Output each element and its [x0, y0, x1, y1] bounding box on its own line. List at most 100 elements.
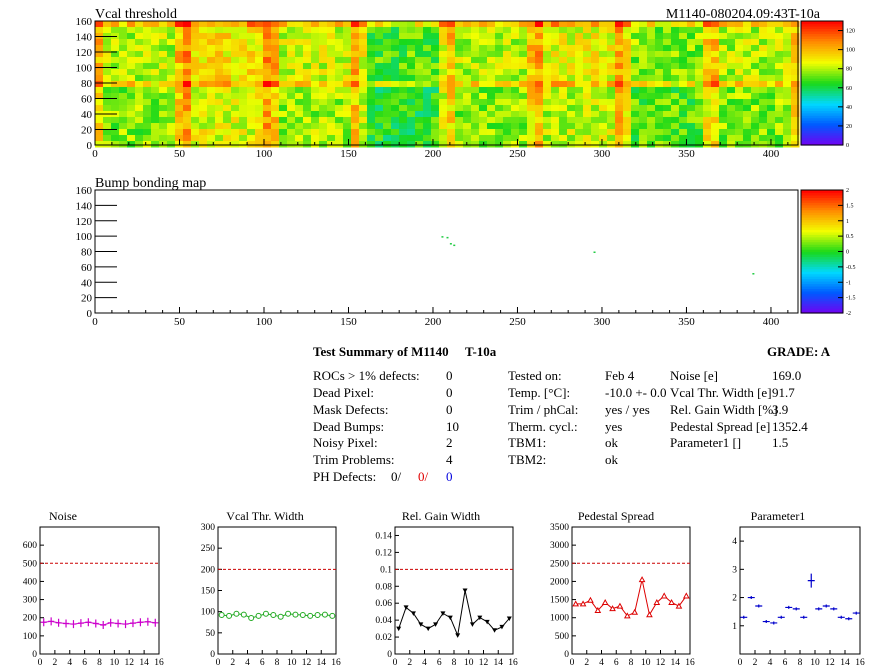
heatmap-cell [791, 117, 800, 124]
heatmap-cell [303, 87, 312, 94]
data-point [815, 607, 823, 611]
heatmap-cell [327, 51, 336, 58]
heatmap-cell [767, 105, 776, 112]
chart-frame [394, 526, 514, 655]
heatmap-cell [319, 63, 328, 70]
data-point [277, 613, 284, 620]
heatmap-cell [135, 69, 144, 76]
heatmap-cell [463, 45, 472, 52]
y-tick-label: 1 [732, 622, 737, 632]
heatmap-cell [455, 123, 464, 130]
heatmap-cell [199, 81, 208, 88]
heatmap-cell [151, 39, 160, 46]
heatmap-cell [271, 105, 280, 112]
heatmap-cell [743, 105, 752, 112]
summary-value: yes / yes [605, 402, 650, 417]
heatmap-cell [319, 135, 328, 142]
y-tick-label: 200 [23, 614, 38, 624]
heatmap-cell [439, 81, 448, 88]
heatmap-cell [575, 111, 584, 118]
heatmap-cell [759, 39, 768, 46]
bump-defect-mark [593, 251, 596, 253]
heatmap-cell [151, 57, 160, 64]
heatmap-cell [223, 105, 232, 112]
heatmap-cell [167, 117, 176, 124]
bump-bonding-map: Bump bonding map 0 50 100 150 200 250 300 350 40… [76, 176, 856, 328]
heatmap-cell [783, 45, 792, 52]
summary-value: -10.0 +- 0.0 [605, 385, 667, 400]
summary-label: Dead Pixel: [313, 385, 375, 400]
heatmap-cell [743, 69, 752, 76]
heatmap-cell [263, 81, 272, 88]
heatmap-cell [751, 135, 760, 142]
heatmap-cell [143, 93, 152, 100]
heatmap-cell [647, 63, 656, 70]
heatmap-cell [295, 45, 304, 52]
heatmap-cell [359, 33, 368, 40]
y-tick-label: 1000 [550, 614, 569, 624]
heatmap-cell [415, 69, 424, 76]
heatmap-cell [375, 81, 384, 88]
heatmap-cell [519, 45, 528, 52]
heatmap-cell [567, 75, 576, 82]
heatmap-cell [791, 105, 800, 112]
heatmap-cell [199, 21, 208, 28]
summary-label: TBM1: [508, 435, 547, 450]
heatmap-cell [223, 57, 232, 64]
heatmap-cell [471, 141, 480, 148]
heatmap-cell [479, 45, 488, 52]
heatmap-cell [759, 111, 768, 118]
heatmap-cell [263, 21, 272, 28]
heatmap-cell [719, 99, 728, 106]
heatmap-cell [671, 21, 680, 28]
heatmap-cell [567, 105, 576, 112]
heatmap-cell [727, 99, 736, 106]
heatmap-cell [455, 87, 464, 94]
heatmap-cell [439, 123, 448, 130]
heatmap-cell [751, 93, 760, 100]
heatmap-cell [231, 141, 240, 148]
heatmap-cell [247, 87, 256, 94]
palette-band [801, 75, 843, 79]
palette-tick-label: 120 [846, 29, 855, 35]
heatmap-cell [391, 33, 400, 40]
x-tick-label: 300 [594, 316, 611, 328]
heatmap-cell [767, 27, 776, 34]
data-point [410, 611, 416, 616]
heatmap-cell [559, 87, 568, 94]
heatmap-cell [639, 33, 648, 40]
data-point [455, 633, 461, 638]
heatmap-cell [295, 105, 304, 112]
heatmap-cell [95, 123, 104, 130]
heatmap-cell [463, 87, 472, 94]
heatmap-cell [471, 21, 480, 28]
heatmap-cell [367, 69, 376, 76]
heatmap-cell [367, 81, 376, 88]
heatmap-cell [263, 87, 272, 94]
heatmap-cell [551, 117, 560, 124]
palette-band [801, 115, 843, 119]
heatmap-cell [495, 123, 504, 130]
heatmap-cell [559, 69, 568, 76]
heatmap-cell [719, 123, 728, 130]
heatmap-cell [759, 129, 768, 136]
heatmap-cell [431, 93, 440, 100]
heatmap-cell [127, 93, 136, 100]
heatmap-cell [247, 57, 256, 64]
heatmap-cell [207, 39, 216, 46]
heatmap-cell [287, 57, 296, 64]
x-tick-label: 16 [331, 658, 341, 668]
heatmap-cell [631, 87, 640, 94]
heatmap-cell [223, 75, 232, 82]
heatmap-cell [167, 135, 176, 142]
heatmap-cell [575, 123, 584, 130]
heatmap-cell [495, 99, 504, 106]
summary-temp-label: T-10a [465, 344, 497, 359]
palette-tick-label: 1 [846, 219, 849, 225]
y-tick-label: 0.14 [375, 531, 392, 541]
heatmap-cell [663, 87, 672, 94]
heatmap-cell [399, 57, 408, 64]
heatmap-cell [287, 69, 296, 76]
heatmap-cell [175, 123, 184, 130]
